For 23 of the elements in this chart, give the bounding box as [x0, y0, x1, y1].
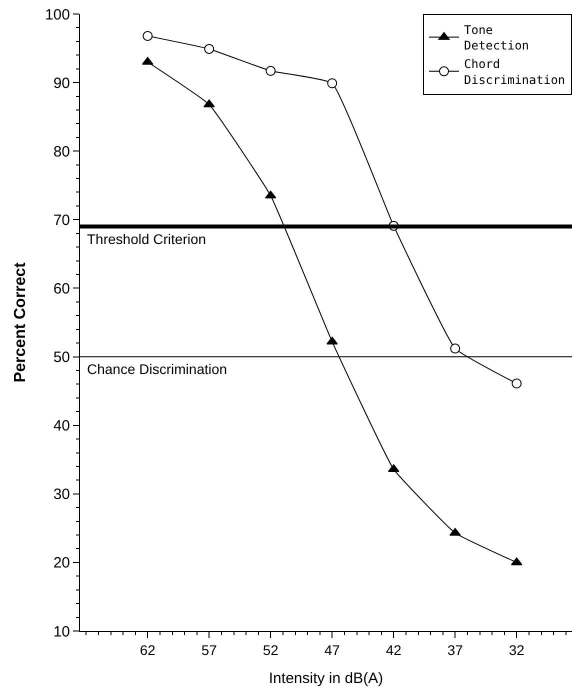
x-tick-label: 57 [201, 642, 218, 658]
y-axis-title: Percent Correct [12, 262, 29, 383]
ref-line-label: Chance Discrimination [87, 361, 228, 377]
x-tick-label: 62 [140, 642, 156, 658]
legend-label: Chord Discrimination [464, 57, 566, 87]
y-tick-label: 70 [53, 212, 70, 229]
x-tick-label: 42 [386, 642, 402, 658]
y-tick-label: 40 [53, 418, 70, 435]
y-tick-label: 90 [53, 74, 70, 92]
y-tick-label: 50 [53, 349, 70, 366]
y-tick-label: 30 [53, 486, 70, 504]
x-axis-title: Intensity in dB(A) [268, 670, 384, 687]
ref-line-label: Threshold Criterion [87, 231, 206, 247]
y-tick-label: 10 [53, 623, 70, 640]
x-tick-label: 32 [508, 642, 525, 658]
y-tick-label: 80 [53, 143, 70, 160]
y-tick-label: 100 [44, 6, 70, 24]
x-tick-label: 47 [324, 642, 340, 658]
y-tick-label: 60 [53, 280, 70, 298]
x-tick-label: 37 [447, 642, 464, 658]
y-tick-label: 20 [53, 554, 70, 572]
legend-label: Tone Detection [464, 22, 530, 53]
x-tick-label: 52 [262, 642, 279, 658]
